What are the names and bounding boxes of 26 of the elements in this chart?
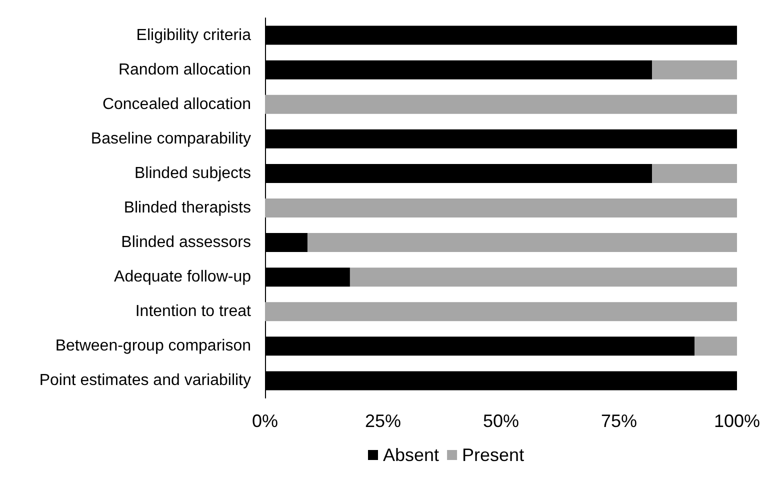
y-tick-label: Concealed allocation: [102, 96, 251, 113]
y-tick-label: Blinded assessors: [121, 234, 251, 252]
x-tick-label: 25%: [364, 411, 402, 431]
bar: [652, 164, 737, 183]
x-tick-label: 100%: [714, 411, 760, 431]
y-tick-label: Point estimates and variability: [39, 372, 251, 390]
y-tick-label: Random allocation: [118, 61, 251, 78]
y-tick-label: Blinded subjects: [134, 164, 251, 182]
x-tick-label: 0%: [252, 411, 278, 431]
y-tick-label: Eligibility criteria: [136, 26, 252, 44]
bar: [265, 302, 737, 322]
bar: [265, 94, 737, 114]
y-tick-label: Intention to treat: [135, 303, 252, 320]
bar: [694, 336, 737, 356]
bar: [307, 233, 737, 252]
legend-label: Absent: [383, 445, 440, 465]
bar: [350, 268, 737, 287]
y-tick-label: Blinded therapists: [124, 200, 251, 216]
x-tick-label: 50%: [482, 411, 520, 431]
legend-label: Present: [462, 445, 524, 465]
bar: [652, 60, 737, 80]
y-tick-label: Between-group comparison: [55, 338, 251, 355]
y-tick-label: Adequate follow-up: [114, 268, 252, 286]
bar: [265, 198, 737, 218]
y-tick-label: Baseline comparability: [90, 130, 251, 148]
x-tick-label: 75%: [600, 411, 638, 431]
